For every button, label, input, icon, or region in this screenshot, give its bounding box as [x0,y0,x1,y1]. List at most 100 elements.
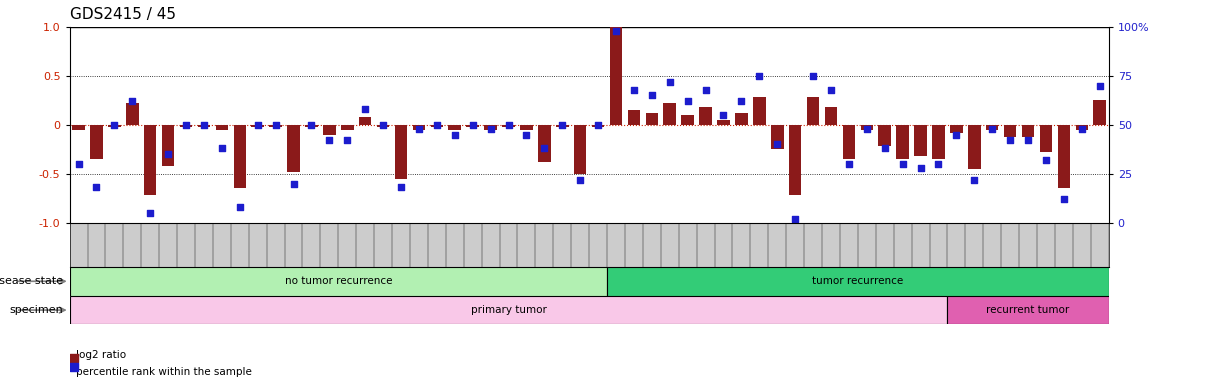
Bar [824,107,838,125]
Bar [233,125,247,189]
Point [1018,137,1038,144]
Point [230,204,249,210]
Bar [878,125,891,146]
Text: disease state: disease state [0,276,63,286]
Point [283,180,303,187]
Point [857,126,877,132]
Point [731,98,751,104]
Point [68,161,88,167]
Point [607,28,626,34]
Point [444,131,464,138]
Point [212,145,232,151]
Text: specimen: specimen [10,305,63,315]
Bar [70,296,947,324]
Bar [377,125,389,127]
Bar [556,125,569,127]
Point [337,137,357,144]
Bar [807,98,819,125]
Point [661,79,680,85]
Bar [413,125,425,130]
Text: tumor recurrence: tumor recurrence [812,276,904,286]
Point [803,73,823,79]
Bar [270,125,282,127]
Point [498,122,518,128]
Point [965,177,984,183]
Point [409,126,429,132]
Point [63,355,83,361]
Bar [896,125,908,159]
Bar [735,113,747,125]
Bar [305,125,317,127]
Point [1000,137,1020,144]
Point [105,122,125,128]
Point [570,177,590,183]
Point [176,122,195,128]
Bar [109,125,121,127]
Bar [179,125,193,127]
Bar [485,125,497,130]
Bar [968,125,980,169]
Point [248,122,267,128]
Point [929,161,949,167]
Point [481,126,501,132]
Bar [950,125,962,132]
Bar [789,125,801,195]
Point [893,161,912,167]
Text: log2 ratio: log2 ratio [76,350,126,360]
Bar [448,125,462,130]
Bar [842,125,855,159]
Point [642,93,662,99]
Bar [628,110,640,125]
Text: GDS2415 / 45: GDS2415 / 45 [70,7,176,22]
Bar [985,125,999,130]
Bar [394,125,408,179]
Point [750,73,769,79]
Bar [717,120,730,125]
Bar [1004,125,1016,137]
Text: primary tumor: primary tumor [470,305,547,315]
Bar [592,125,604,127]
Point [822,86,841,93]
Point [320,137,339,144]
Bar [646,113,658,125]
Point [122,98,142,104]
Point [302,122,321,128]
Bar [162,125,175,166]
Bar [359,117,371,125]
Point [355,106,375,112]
Point [589,122,608,128]
Point [839,161,858,167]
Bar [947,296,1109,324]
Point [516,131,536,138]
Point [266,122,286,128]
Bar [216,125,228,130]
Bar [520,125,532,130]
Bar [700,107,712,125]
Bar [681,115,694,125]
Bar [574,125,586,174]
Bar [324,125,336,135]
Point [535,145,554,151]
Bar [538,125,551,162]
Point [1037,157,1056,163]
Point [374,122,393,128]
Bar [252,125,264,127]
Point [159,151,178,157]
Bar [198,125,210,127]
Point [391,184,410,190]
Bar [502,125,515,127]
Bar [609,17,623,125]
Bar [607,267,1109,296]
Point [463,122,482,128]
Bar [1040,125,1053,152]
Bar [753,98,766,125]
Bar [1076,125,1088,130]
Text: no tumor recurrence: no tumor recurrence [284,276,392,286]
Bar [1022,125,1034,137]
Point [768,141,788,147]
Bar [1057,125,1070,189]
Point [785,216,805,222]
Bar [431,125,443,127]
Point [911,165,930,171]
Bar [126,103,138,125]
